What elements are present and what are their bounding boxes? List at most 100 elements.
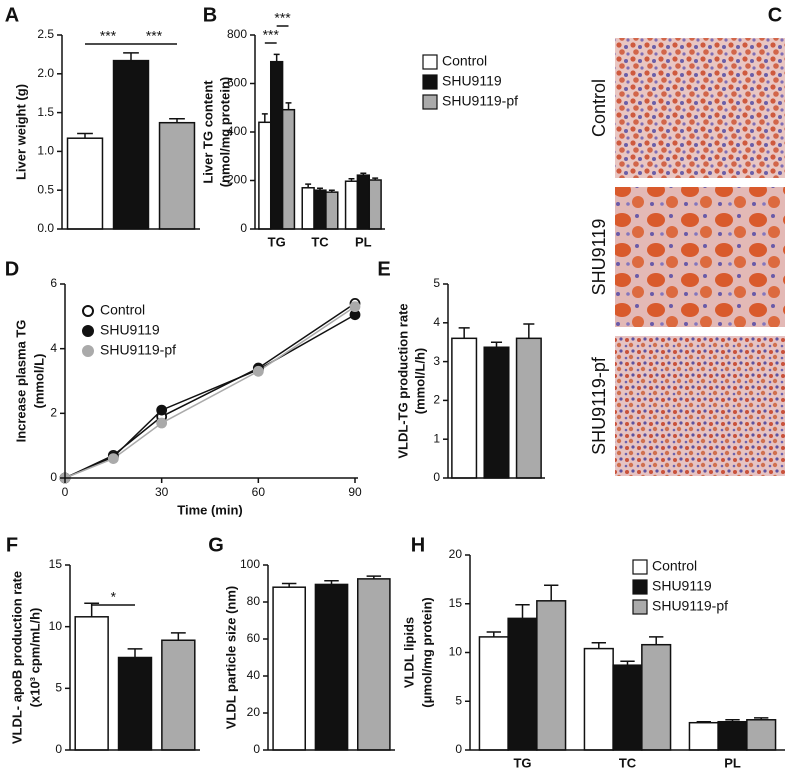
y-tick-label: 20 bbox=[449, 547, 463, 561]
x-tick-label: TG bbox=[513, 755, 531, 770]
y-axis-label: Liver TG content bbox=[200, 80, 215, 184]
y-tick-label: 0 bbox=[433, 470, 440, 484]
panel-letter: D bbox=[5, 258, 19, 280]
bar bbox=[325, 191, 339, 230]
y-tick-label: 1 bbox=[433, 431, 440, 445]
legend-label: SHU9119-pf bbox=[652, 598, 728, 614]
panel-letter: B bbox=[203, 4, 217, 26]
y-tick-label: 1.5 bbox=[37, 105, 54, 119]
y-tick-label: 400 bbox=[227, 124, 247, 138]
x-tick-label: PL bbox=[724, 755, 741, 770]
panel-letter: G bbox=[208, 534, 224, 556]
bar bbox=[583, 647, 614, 751]
error-bar bbox=[77, 132, 93, 139]
bar bbox=[281, 108, 296, 230]
x-tick-label: PL bbox=[355, 234, 372, 249]
significance-label: *** bbox=[274, 10, 291, 26]
legend-swatch bbox=[632, 559, 648, 575]
data-point bbox=[107, 453, 119, 465]
bar bbox=[536, 600, 567, 751]
x-tick-label: 60 bbox=[252, 485, 266, 499]
legend-label: Control bbox=[100, 302, 145, 318]
bar bbox=[478, 636, 509, 751]
bar bbox=[688, 721, 719, 751]
bar bbox=[117, 656, 153, 751]
x-tick-label: 30 bbox=[155, 485, 169, 499]
y-tick-label: 4 bbox=[433, 315, 440, 329]
legend-label: SHU9119 bbox=[652, 578, 712, 594]
error-bar bbox=[285, 102, 292, 110]
significance-label: *** bbox=[263, 27, 280, 43]
bar bbox=[515, 337, 542, 479]
bar bbox=[507, 617, 538, 751]
error-bar bbox=[544, 584, 559, 601]
bar bbox=[258, 121, 272, 230]
y-tick-label: 2 bbox=[433, 393, 440, 407]
y-tick-label: 100 bbox=[240, 557, 260, 571]
data-point bbox=[156, 417, 168, 429]
y-tick-label: 5 bbox=[433, 276, 440, 290]
y-tick-label: 0 bbox=[240, 221, 247, 235]
error-bar bbox=[515, 603, 530, 619]
bar bbox=[314, 583, 349, 751]
y-tick-label: 4 bbox=[50, 341, 57, 355]
bar bbox=[112, 59, 150, 230]
error-bar bbox=[261, 113, 268, 123]
y-tick-label: 2 bbox=[50, 406, 57, 420]
legend-swatch bbox=[632, 579, 648, 595]
x-tick-label: 90 bbox=[348, 485, 362, 499]
legend-marker bbox=[82, 345, 94, 357]
bar bbox=[612, 664, 643, 751]
y-tick-label: 2.0 bbox=[37, 66, 54, 80]
y-tick-label: 20 bbox=[247, 705, 261, 719]
error-bar bbox=[523, 323, 535, 339]
bar bbox=[641, 643, 672, 751]
y-axis-label: VLDL lipids bbox=[401, 617, 416, 688]
bar bbox=[313, 189, 327, 230]
error-bar bbox=[458, 327, 470, 339]
panel-letter: H bbox=[411, 534, 425, 556]
error-bar bbox=[591, 642, 606, 649]
legend-swatch bbox=[422, 74, 438, 90]
y-axis-label: (mmol/L/h) bbox=[412, 348, 427, 414]
legend-label: Control bbox=[442, 53, 487, 69]
legend-label: Control bbox=[652, 558, 697, 574]
bar bbox=[356, 578, 391, 751]
data-point bbox=[156, 404, 168, 416]
y-axis-label: (mmol/L) bbox=[31, 354, 46, 409]
bar bbox=[269, 60, 284, 230]
legend-label: SHU9119-pf bbox=[442, 93, 518, 109]
image-label: SHU9119-pf bbox=[589, 356, 609, 455]
y-tick-label: 10 bbox=[449, 645, 463, 659]
y-tick-label: 5 bbox=[455, 693, 462, 707]
histology-image bbox=[615, 38, 785, 178]
y-tick-label: 10 bbox=[49, 619, 63, 633]
bar bbox=[368, 179, 382, 230]
image-label: Control bbox=[589, 79, 609, 137]
error-bar bbox=[123, 52, 139, 61]
y-tick-label: 0.5 bbox=[37, 182, 54, 196]
y-tick-label: 5 bbox=[55, 681, 62, 695]
y-axis-label: VLDL particle size (nm) bbox=[223, 586, 238, 730]
error-bar bbox=[127, 648, 143, 658]
x-tick-label: TC bbox=[619, 755, 637, 770]
histology-image bbox=[615, 187, 785, 327]
bar bbox=[66, 137, 104, 230]
data-point bbox=[349, 301, 361, 313]
legend-label: SHU9119-pf bbox=[100, 342, 176, 358]
y-tick-label: 0 bbox=[55, 742, 62, 756]
y-tick-label: 0 bbox=[253, 742, 260, 756]
panel-letter: E bbox=[377, 258, 390, 280]
bar bbox=[746, 719, 777, 751]
y-tick-label: 6 bbox=[50, 276, 57, 290]
y-tick-label: 15 bbox=[449, 596, 463, 610]
significance-label: *** bbox=[100, 28, 117, 44]
y-tick-label: 600 bbox=[227, 76, 247, 90]
significance-label: *** bbox=[146, 28, 163, 44]
error-bar bbox=[273, 53, 280, 62]
y-tick-label: 200 bbox=[227, 173, 247, 187]
y-tick-label: 1.0 bbox=[37, 144, 54, 158]
bar bbox=[272, 586, 307, 751]
bar bbox=[356, 174, 371, 230]
